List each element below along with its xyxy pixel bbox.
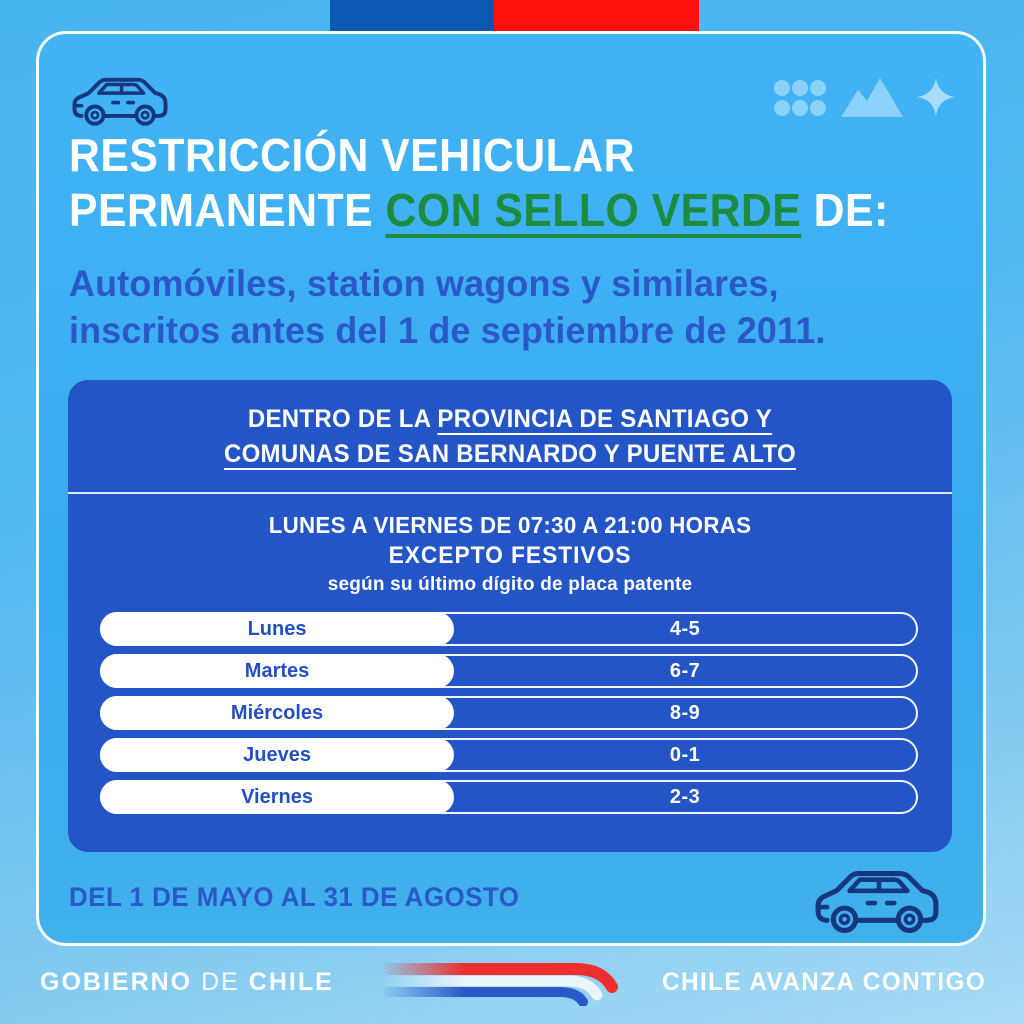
- digits-value: 0-1: [669, 743, 701, 766]
- schedule-exception: EXCEPTO FESTIVOS: [388, 542, 632, 569]
- government-brand: GOBIERNO DE CHILE: [40, 968, 334, 997]
- digits-cell: 4-5: [454, 614, 916, 644]
- table-row-viernes: Viernes 2-3: [100, 780, 918, 814]
- decorative-icon-group: [773, 72, 955, 118]
- digits-value: 8-9: [669, 701, 701, 724]
- day-pill: Martes: [100, 654, 455, 688]
- zone-heading-prefix: DENTRO DE LA: [247, 405, 438, 433]
- top-flag-blue-bar: [330, 0, 494, 31]
- day-pill: Jueves: [100, 738, 455, 772]
- car-icon: [72, 77, 168, 126]
- schedule-rule: según su último dígito de placa patente: [327, 574, 693, 595]
- zone-heading-underlined-1: PROVINCIA DE SANTIAGO Y: [437, 405, 773, 433]
- schedule-panel: DENTRO DE LA PROVINCIA DE SANTIAGO Y COM…: [68, 380, 952, 852]
- zone-heading-line-2: COMUNAS DE SAN BERNARDO Y PUENTE ALTO: [86, 437, 935, 472]
- schedule-hours: LUNES A VIERNES DE 07:30 A 21:00 HORAS: [268, 512, 752, 538]
- restriction-table: Lunes 4-5 Martes 6-7 Miércoles 8-9 Jueve…: [100, 612, 918, 822]
- zone-heading: DENTRO DE LA PROVINCIA DE SANTIAGO Y COM…: [86, 402, 935, 472]
- page-title: RESTRICCIÓN VEHICULAR PERMANENTE CON SEL…: [69, 128, 889, 238]
- flag-swoosh-icon: [382, 963, 618, 1006]
- digits-cell: 6-7: [454, 656, 916, 686]
- title-line-1: RESTRICCIÓN VEHICULAR: [69, 128, 889, 183]
- digits-value: 6-7: [669, 659, 701, 682]
- day-label: Lunes: [247, 617, 307, 640]
- title-line2-prefix: PERMANENTE: [69, 184, 386, 236]
- title-line-2: PERMANENTE CON SELLO VERDE DE:: [69, 183, 889, 238]
- top-flag-red-bar: [494, 0, 699, 31]
- sparkle-icon: [917, 78, 955, 116]
- day-pill: Viernes: [100, 780, 455, 814]
- day-label: Miércoles: [230, 701, 324, 724]
- digits-value: 2-3: [669, 785, 701, 808]
- mountains-icon: [841, 78, 903, 117]
- day-pill: Miércoles: [100, 696, 455, 730]
- day-label: Jueves: [243, 743, 311, 766]
- vehicle-description: Automóviles, station wagons y similares,…: [69, 260, 826, 354]
- brand-word-chile: CHILE: [248, 968, 334, 996]
- zone-heading-underlined-2: COMUNAS DE SAN BERNARDO Y PUENTE ALTO: [223, 440, 797, 468]
- digits-cell: 2-3: [454, 782, 916, 812]
- digits-value: 4-5: [669, 617, 701, 640]
- dots-grid-icon: [774, 80, 826, 116]
- campaign-slogan: CHILE AVANZA CONTIGO: [661, 968, 986, 996]
- brand-word-gobierno: GOBIERNO: [40, 968, 193, 996]
- day-pill: Lunes: [100, 612, 455, 646]
- title-line1-text: RESTRICCIÓN VEHICULAR: [69, 129, 635, 181]
- title-line2-suffix: DE:: [801, 184, 889, 236]
- table-row-lunes: Lunes 4-5: [100, 612, 918, 646]
- subtitle-line-2: inscritos antes del 1 de septiembre de 2…: [69, 310, 826, 351]
- title-green-phrase: CON SELLO VERDE: [385, 184, 802, 236]
- table-row-martes: Martes 6-7: [100, 654, 918, 688]
- table-row-miercoles: Miércoles 8-9: [100, 696, 918, 730]
- day-label: Viernes: [241, 785, 313, 808]
- brand-word-de: DE: [201, 968, 240, 996]
- digits-cell: 0-1: [454, 740, 916, 770]
- table-row-jueves: Jueves 0-1: [100, 738, 918, 772]
- panel-divider: [68, 492, 952, 494]
- subtitle-line-1: Automóviles, station wagons y similares,: [69, 263, 779, 304]
- car-icon: [815, 871, 939, 933]
- digits-cell: 8-9: [454, 698, 916, 728]
- day-label: Martes: [244, 659, 310, 682]
- validity-period: DEL 1 DE MAYO AL 31 DE AGOSTO: [69, 882, 520, 912]
- zone-heading-line-1: DENTRO DE LA PROVINCIA DE SANTIAGO Y: [86, 402, 935, 437]
- main-card: RESTRICCIÓN VEHICULAR PERMANENTE CON SEL…: [36, 31, 986, 946]
